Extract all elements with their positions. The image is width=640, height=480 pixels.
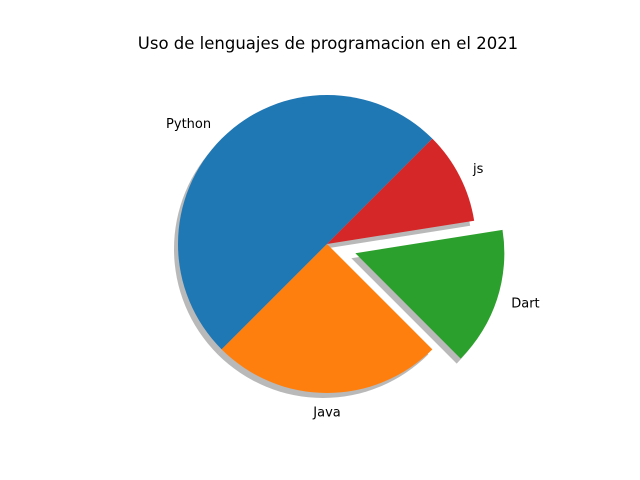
pie-label-python: Python (166, 117, 211, 132)
pie-slice-java (221, 244, 433, 393)
pie-label-layer: Python Java Dart js (166, 117, 540, 421)
chart-title: Uso de lenguajes de programacion en el 2… (138, 34, 518, 53)
pie-slice-js (327, 138, 475, 244)
pie-label-js: js (472, 162, 484, 177)
pie-slice-layer (177, 95, 505, 393)
pie-slice-dart (355, 229, 505, 359)
pie-label-dart: Dart (511, 296, 539, 311)
pie-label-java: Java (312, 406, 340, 421)
pie-slice-python (177, 95, 433, 350)
